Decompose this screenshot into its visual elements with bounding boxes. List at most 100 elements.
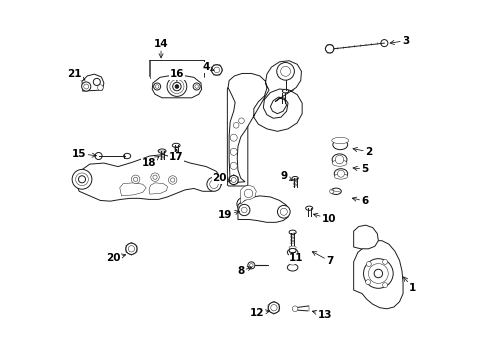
Circle shape [239,204,250,216]
Ellipse shape [158,149,166,153]
Circle shape [280,81,289,90]
Text: 15: 15 [72,149,97,158]
Text: 2: 2 [353,147,372,157]
Circle shape [172,82,181,91]
Polygon shape [149,183,168,194]
Text: 19: 19 [218,210,239,220]
Circle shape [245,189,253,198]
Ellipse shape [274,77,295,94]
Circle shape [230,148,237,155]
Circle shape [280,208,287,215]
Circle shape [207,177,221,191]
Circle shape [167,77,187,96]
Circle shape [93,78,100,85]
Circle shape [126,243,137,255]
Text: 4: 4 [202,62,214,72]
Circle shape [82,82,91,91]
Text: 13: 13 [313,310,332,320]
Circle shape [230,134,237,141]
Ellipse shape [334,169,348,179]
Circle shape [231,177,236,183]
Text: 18: 18 [142,157,159,168]
Circle shape [175,85,179,88]
Ellipse shape [282,89,289,93]
Text: 20: 20 [106,253,126,263]
Text: 20: 20 [212,173,230,183]
Circle shape [169,176,177,184]
Circle shape [210,180,218,189]
Circle shape [78,176,86,183]
Ellipse shape [334,174,348,179]
Text: 10: 10 [314,213,337,224]
Circle shape [366,280,370,284]
Polygon shape [241,185,256,204]
Circle shape [171,178,175,182]
Text: 16: 16 [170,69,184,81]
Text: 8: 8 [237,266,252,276]
Circle shape [281,66,291,76]
Circle shape [75,173,88,186]
Polygon shape [354,225,378,249]
Circle shape [193,83,200,90]
Ellipse shape [289,230,296,234]
Circle shape [212,65,222,75]
Ellipse shape [289,261,296,265]
Text: 3: 3 [390,36,409,46]
Circle shape [154,83,161,90]
Text: 11: 11 [289,253,304,263]
Ellipse shape [287,249,298,256]
Text: 9: 9 [281,171,293,181]
Ellipse shape [332,137,349,144]
Text: 5: 5 [353,165,368,174]
Circle shape [95,153,102,159]
Circle shape [133,177,138,181]
Circle shape [128,246,135,252]
Circle shape [271,305,277,311]
Circle shape [240,201,247,207]
Ellipse shape [289,248,296,253]
FancyBboxPatch shape [227,87,248,186]
Circle shape [237,198,249,210]
Circle shape [98,85,103,90]
Text: 14: 14 [154,39,169,58]
Circle shape [338,170,344,177]
Circle shape [151,173,159,181]
Circle shape [383,283,388,288]
Circle shape [72,170,92,189]
Text: 17: 17 [169,150,184,162]
Text: 21: 21 [68,69,85,80]
Circle shape [335,155,344,164]
Circle shape [214,67,220,73]
Circle shape [381,40,388,47]
Circle shape [330,189,334,193]
Circle shape [290,249,295,255]
Polygon shape [75,154,222,201]
Circle shape [269,302,280,313]
Circle shape [229,175,238,185]
Circle shape [153,175,157,179]
Text: 6: 6 [352,196,368,206]
Text: 1: 1 [403,277,416,293]
Circle shape [248,262,255,269]
Ellipse shape [306,206,313,210]
Circle shape [383,260,388,264]
Circle shape [170,80,184,94]
Ellipse shape [123,153,131,159]
Ellipse shape [331,188,342,194]
Polygon shape [120,183,146,196]
Polygon shape [228,61,302,183]
Ellipse shape [172,143,180,148]
Polygon shape [354,241,403,309]
Text: 12: 12 [250,309,270,318]
Circle shape [367,262,371,266]
Ellipse shape [332,154,347,165]
Text: 7: 7 [312,252,334,266]
Circle shape [368,264,388,283]
Ellipse shape [292,176,298,180]
Circle shape [239,118,245,123]
Circle shape [84,84,89,89]
Circle shape [292,306,298,312]
Circle shape [277,206,290,218]
Circle shape [131,175,140,184]
Polygon shape [238,196,289,222]
